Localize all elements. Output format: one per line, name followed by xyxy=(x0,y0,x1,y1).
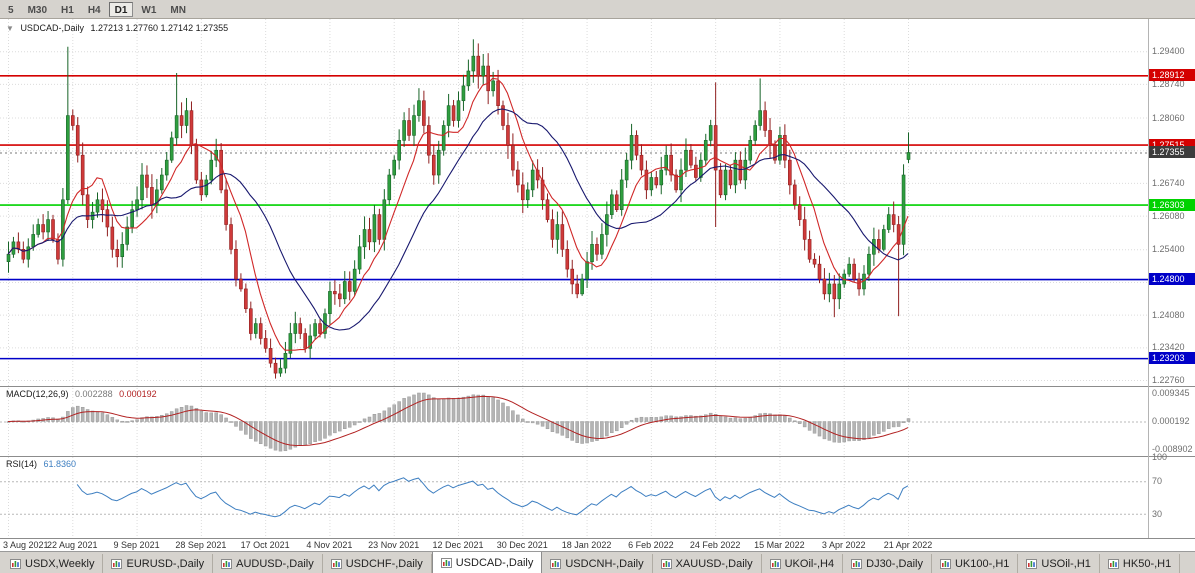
date-axis-label: 24 Feb 2022 xyxy=(689,540,741,550)
tab-usdchf-daily[interactable]: USDCHF-,Daily xyxy=(322,554,432,573)
chart-title: ▼ USDCAD-,Daily 1.27213 1.27760 1.27142 … xyxy=(6,23,228,33)
rsi-axis-label: 100 xyxy=(1152,452,1168,462)
date-axis-label: 6 Feb 2022 xyxy=(628,540,674,550)
tab-usdcad-daily[interactable]: USDCAD-,Daily xyxy=(431,552,543,573)
price-axis-label: 1.29400 xyxy=(1152,46,1185,57)
price-axis-label: 1.24080 xyxy=(1152,309,1185,320)
tab-xauusd-daily[interactable]: XAUUSD-,Daily xyxy=(652,554,762,573)
chart-tabs-bar: USDX,Weekly EURUSD-,Daily AUDUSD-,Daily USD… xyxy=(0,551,1195,573)
tab-label: XAUUSD-,Daily xyxy=(675,557,753,570)
date-axis-label: 30 Dec 2021 xyxy=(496,540,548,550)
resistance-level-upper-price-badge: 1.28912 xyxy=(1149,69,1195,82)
tab-label: USDCNH-,Daily xyxy=(565,557,644,570)
tab-chart-icon xyxy=(1026,558,1038,569)
price-axis-label: 1.28740 xyxy=(1152,78,1185,89)
tab-chart-icon xyxy=(330,558,342,569)
tab-label: HK50-,H1 xyxy=(1122,557,1172,570)
tab-chart-icon xyxy=(1107,558,1119,569)
macd-axis-label: -0.008902 xyxy=(1152,444,1193,455)
price-chart-canvas[interactable] xyxy=(0,19,1195,551)
date-axis-label: 12 Dec 2021 xyxy=(432,540,484,550)
chart-ohlc-values: 1.27213 1.27760 1.27142 1.27355 xyxy=(90,23,229,33)
date-axis-label: 18 Jan 2022 xyxy=(561,540,612,550)
macd-name: MACD(12,26,9) xyxy=(6,389,69,399)
tab-ukoil-h4[interactable]: UKOil-,H4 xyxy=(761,554,844,573)
tab-chart-icon xyxy=(660,558,672,569)
tab-label: USOil-,H1 xyxy=(1041,557,1091,570)
tab-chart-icon xyxy=(440,557,452,568)
macd-axis-label: 0.000192 xyxy=(1152,415,1190,426)
date-axis-label: 15 Mar 2022 xyxy=(754,540,805,550)
tab-eurusd-daily[interactable]: EURUSD-,Daily xyxy=(103,554,214,573)
date-axis-label: 4 Nov 2021 xyxy=(306,540,353,550)
tab-usdcnh-daily[interactable]: USDCNH-,Daily xyxy=(542,554,653,573)
timeframe-toolbar: 5 M30 H1 H4 D1 W1 MN xyxy=(0,0,1195,19)
current-price-price-badge: 1.27355 xyxy=(1149,146,1195,159)
ma-slow-line xyxy=(7,108,909,331)
tab-label: AUDUSD-,Daily xyxy=(236,557,314,570)
date-axis-label: 3 Apr 2022 xyxy=(821,540,866,550)
period-button-5[interactable]: 5 xyxy=(2,1,20,17)
rsi-value: 61.8360 xyxy=(43,459,77,469)
price-axis-label: 1.26740 xyxy=(1152,177,1185,188)
tab-chart-icon xyxy=(939,558,951,569)
price-axis-label: 1.26080 xyxy=(1152,210,1185,221)
tab-hk50-h1[interactable]: HK50-,H1 xyxy=(1099,554,1181,573)
tab-label: USDX,Weekly xyxy=(25,557,95,570)
support-level-green-price-badge: 1.26303 xyxy=(1149,198,1195,211)
tab-label: DJ30-,Daily xyxy=(866,557,923,570)
rsi-pane xyxy=(0,477,1148,518)
tab-dj30-daily[interactable]: DJ30-,Daily xyxy=(843,554,932,573)
chart-window[interactable]: ▼ USDCAD-,Daily 1.27213 1.27760 1.27142 … xyxy=(0,19,1195,551)
tab-chart-icon xyxy=(111,558,123,569)
macd-axis-label: 0.009345 xyxy=(1152,387,1190,398)
tab-label: USDCAD-,Daily xyxy=(455,556,534,569)
date-axis-label: 21 Apr 2022 xyxy=(883,540,933,550)
price-axis-label: 1.25400 xyxy=(1152,244,1185,255)
rsi-axis-label: 70 xyxy=(1152,476,1163,487)
period-button-h1[interactable]: H1 xyxy=(55,1,80,17)
tab-chart-icon xyxy=(10,558,21,569)
price-axis-label: 1.22760 xyxy=(1152,375,1185,386)
period-button-w1[interactable]: W1 xyxy=(135,1,163,17)
tab-label: EURUSD-,Daily xyxy=(126,557,205,570)
date-axis-label: 9 Sep 2021 xyxy=(113,540,160,550)
date-axis-label: 3 Aug 2021 xyxy=(3,540,49,550)
macd-signal-value: 0.000192 xyxy=(119,389,157,399)
grid-lines xyxy=(0,19,1148,538)
period-button-h4[interactable]: H4 xyxy=(81,1,107,17)
tab-chart-icon xyxy=(769,558,781,569)
macd-pane xyxy=(0,392,1148,452)
tab-usoil-h1[interactable]: USOil-,H1 xyxy=(1018,554,1100,573)
tab-audusd-daily[interactable]: AUDUSD-,Daily xyxy=(213,554,323,573)
support-level-blue-upper-price-badge: 1.24800 xyxy=(1149,273,1195,286)
price-axis-label: 1.23420 xyxy=(1152,342,1185,353)
tab-label: USDCHF-,Daily xyxy=(345,557,423,570)
period-button-mn[interactable]: MN xyxy=(164,1,192,17)
support-level-blue-lower-price-badge: 1.23203 xyxy=(1149,352,1195,365)
chart-symbol-label: USDCAD-,Daily xyxy=(20,23,84,33)
tab-usdx-weekly[interactable]: USDX,Weekly xyxy=(2,554,104,573)
rsi-indicator-label: RSI(14) 61.8360 xyxy=(6,459,76,469)
tab-label: UK100-,H1 xyxy=(954,557,1010,570)
macd-main-value: 0.002288 xyxy=(75,389,113,399)
period-button-d1[interactable]: D1 xyxy=(108,1,134,17)
rsi-name: RSI(14) xyxy=(6,459,38,469)
tab-chart-icon xyxy=(851,558,863,569)
date-axis-label: 22 Aug 2021 xyxy=(47,540,98,550)
tab-chart-icon xyxy=(221,558,233,569)
rsi-axis-label: 30 xyxy=(1152,508,1163,519)
tab-chart-icon xyxy=(550,558,562,569)
macd-indicator-label: MACD(12,26,9) 0.002288 0.000192 xyxy=(6,389,157,399)
date-axis-label: 17 Oct 2021 xyxy=(240,540,290,550)
period-button-m30[interactable]: M30 xyxy=(21,1,54,17)
tab-label: UKOil-,H4 xyxy=(784,557,835,570)
date-axis-label: 23 Nov 2021 xyxy=(368,540,420,550)
one-click-trading-arrow-icon[interactable]: ▼ xyxy=(6,24,14,33)
date-axis-label: 28 Sep 2021 xyxy=(175,540,227,550)
tab-uk100-h1[interactable]: UK100-,H1 xyxy=(931,554,1019,573)
price-axis-label: 1.28060 xyxy=(1152,112,1185,123)
